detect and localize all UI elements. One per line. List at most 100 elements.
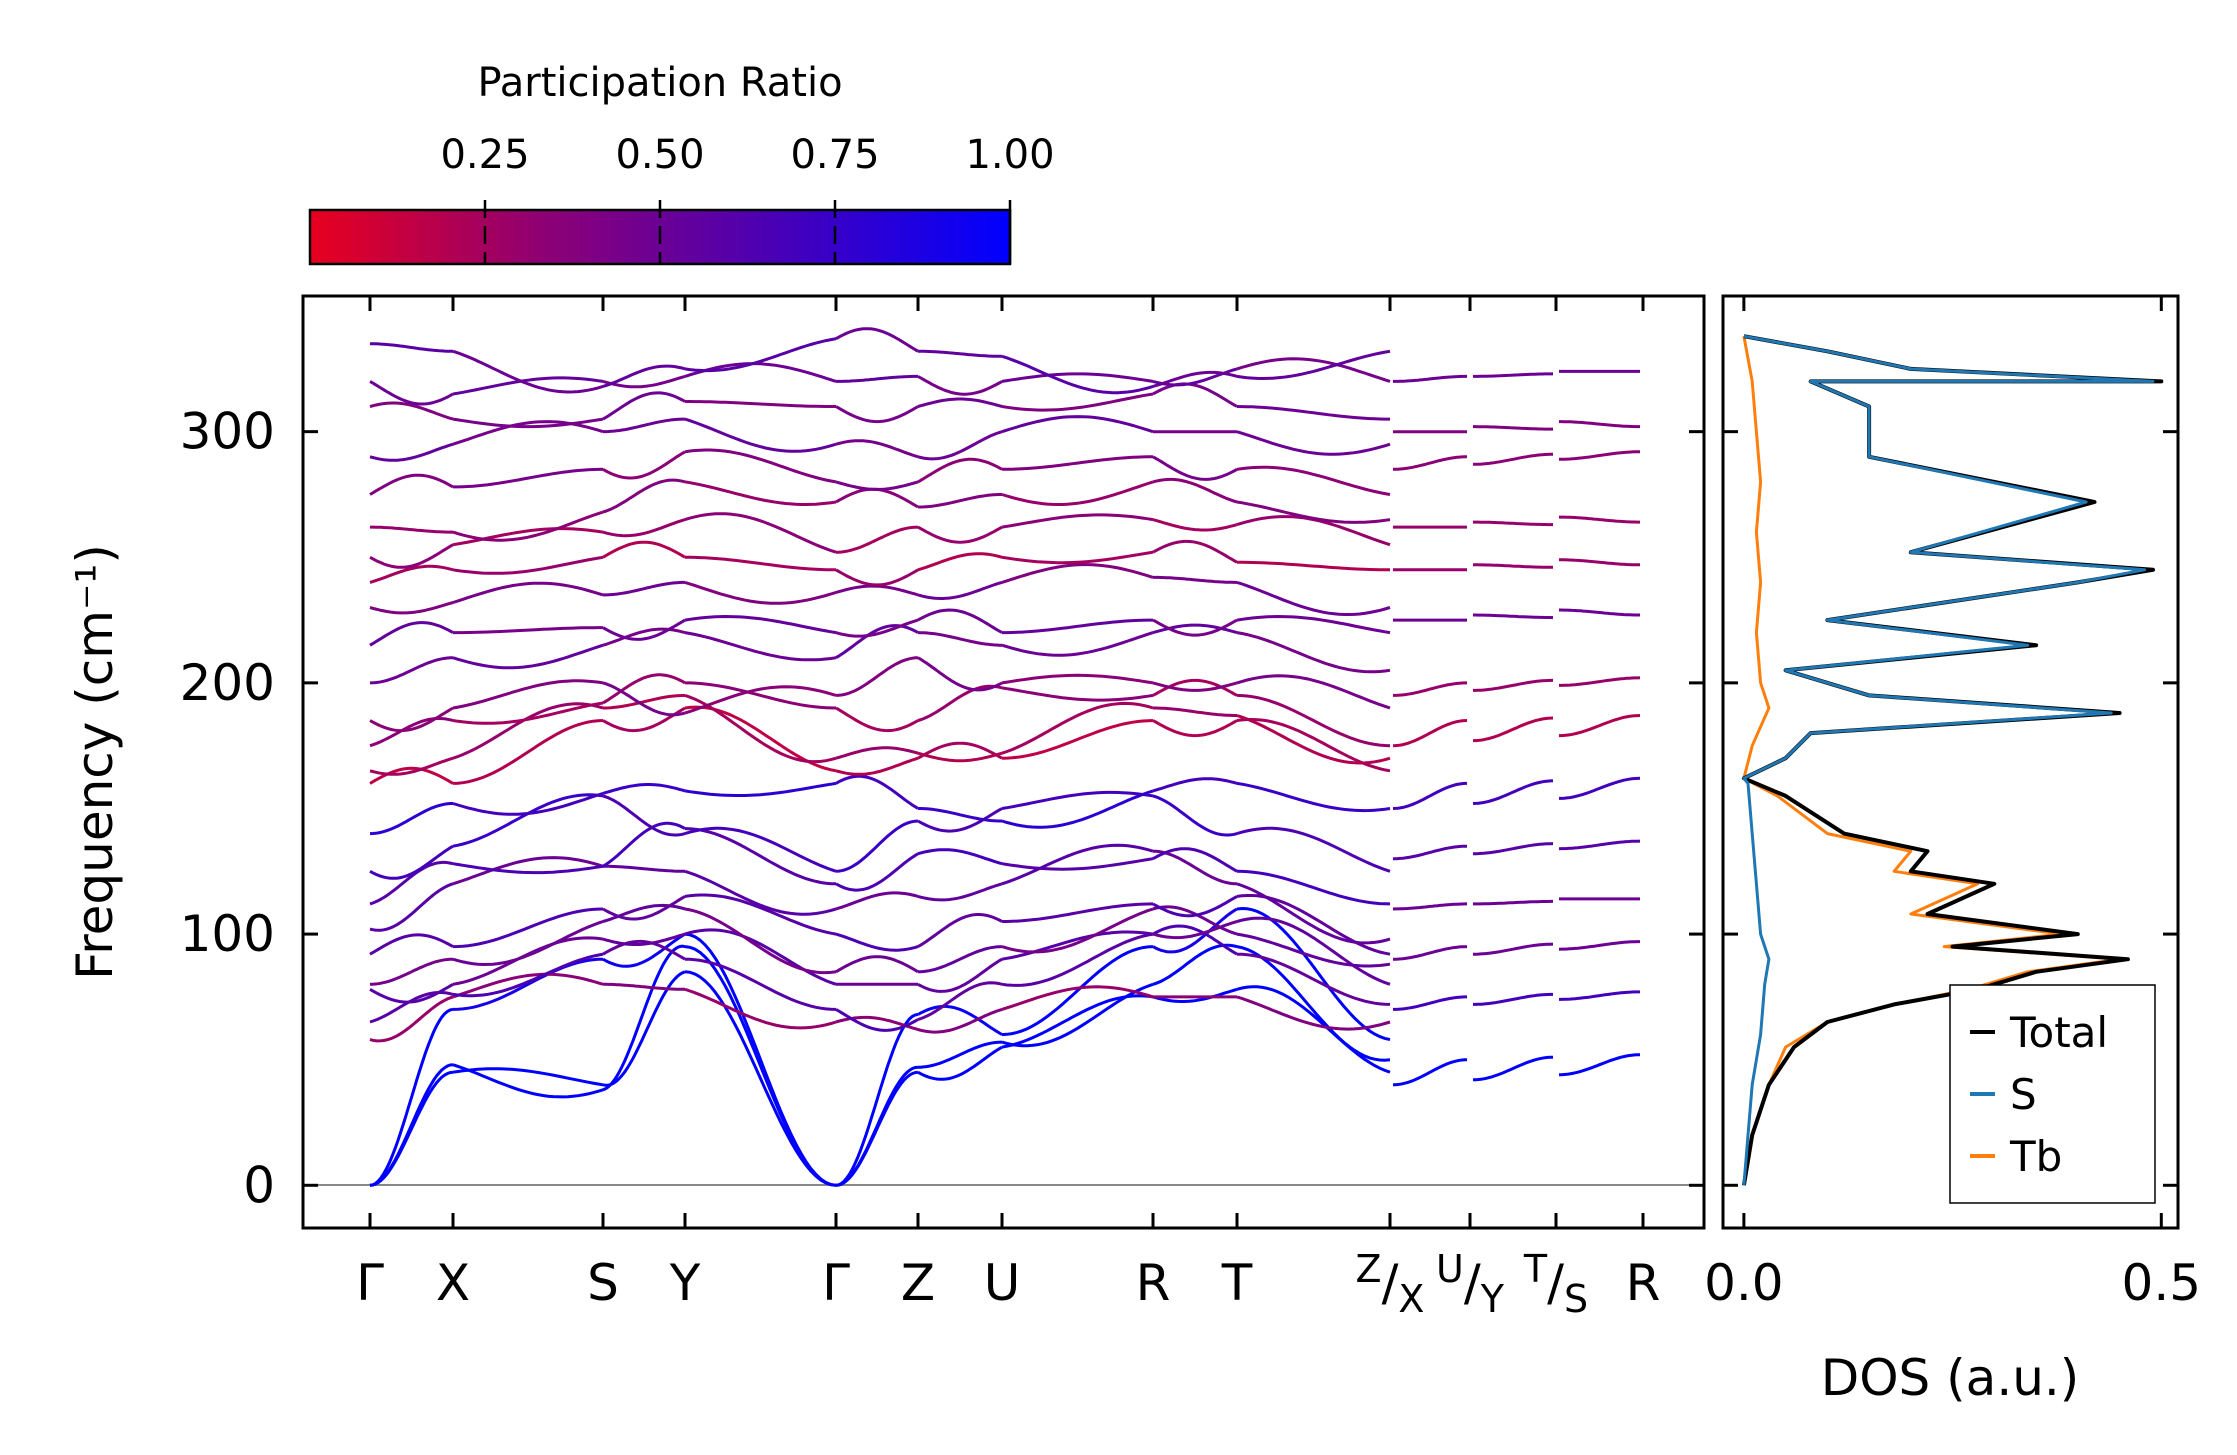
band-segment — [1152, 719, 1238, 738]
band-segment — [602, 450, 686, 480]
band-segment — [369, 882, 454, 932]
branch-band-segment — [1473, 842, 1554, 856]
band-segment — [1002, 455, 1153, 471]
band-segment — [685, 681, 837, 710]
band-segment — [685, 400, 836, 408]
band-segment — [452, 555, 604, 575]
frequency-axis-ticks: 0 100 200 300 — [180, 403, 1704, 1214]
xtick-label: Y — [669, 1254, 701, 1312]
branch-band-segment — [1559, 990, 1640, 1001]
band-segment — [918, 493, 1002, 509]
band-segment — [684, 928, 837, 986]
band-segment — [684, 693, 837, 764]
band-segment — [369, 543, 454, 569]
xtick-label: S — [587, 1254, 619, 1312]
band-segment — [1001, 701, 1154, 755]
branch-band-segment — [1559, 776, 1641, 800]
band-segment — [684, 417, 837, 453]
band-segment — [684, 631, 837, 662]
band-segment — [1236, 465, 1391, 496]
dos-xtick-label: 0.5 — [2122, 1254, 2202, 1312]
branch-band-segment — [1559, 558, 1640, 567]
band-segment — [603, 580, 685, 597]
band-segment — [602, 970, 686, 1087]
band-segment — [602, 895, 686, 921]
band-segment — [917, 1007, 1003, 1034]
band-segment — [835, 1008, 919, 1032]
branch-band-segment — [1559, 420, 1640, 429]
band-segment — [1236, 674, 1391, 710]
xtick-label: Γ — [356, 1254, 384, 1312]
xtick-label-z-x: Z/X — [1356, 1247, 1425, 1321]
colorbar-tick-label: 0.25 — [440, 132, 529, 178]
colorbar: Participation Ratio 0.25 0.50 0.75 1.00 — [308, 60, 1055, 266]
band-segment — [1236, 985, 1391, 1074]
band-segment — [835, 439, 919, 459]
band-segment — [684, 580, 837, 605]
band-segment — [602, 821, 686, 868]
band-segment — [684, 970, 837, 1187]
band-segment — [917, 656, 1003, 692]
legend-label-tb: Tb — [2009, 1132, 2062, 1181]
band-segment — [1001, 719, 1154, 760]
band-segment — [452, 349, 604, 394]
band-segment — [1152, 370, 1238, 388]
band-segment — [452, 719, 604, 785]
band-segment — [1152, 895, 1238, 918]
band-segment — [452, 701, 604, 725]
band-segment — [1236, 693, 1391, 748]
phonon-bands — [369, 327, 1641, 1187]
band-segment — [917, 397, 1003, 408]
band-segment — [684, 448, 837, 484]
band-segment — [1152, 382, 1238, 408]
band-segment — [917, 457, 1003, 484]
branch-band-segment — [1393, 995, 1467, 1011]
band-segment — [684, 480, 837, 506]
band-segment — [684, 685, 837, 715]
band-segment — [684, 337, 837, 373]
dos-xtick-label: 0.0 — [1704, 1254, 1784, 1312]
band-segment — [1001, 843, 1154, 886]
band-segment — [369, 442, 454, 462]
branch-band-segment — [1559, 608, 1640, 617]
band-segment — [602, 478, 686, 514]
band-segment — [452, 376, 604, 396]
band-segment — [917, 848, 1003, 866]
band-segment — [1153, 706, 1237, 717]
band-segment — [369, 401, 454, 421]
band-segment — [1152, 849, 1238, 886]
colorbar-tick-label: 1.00 — [965, 132, 1054, 178]
band-segment — [452, 581, 604, 604]
band-segment — [835, 568, 919, 587]
band-segment — [918, 1040, 1003, 1069]
band-segment — [1152, 920, 1238, 940]
band-segment — [1001, 563, 1154, 584]
band-segment — [369, 717, 454, 748]
legend-label-total: Total — [2009, 1008, 2108, 1057]
band-segment — [602, 374, 686, 389]
band-segment — [452, 920, 604, 967]
band-segment — [452, 856, 604, 886]
colorbar-tick-label: 0.75 — [790, 132, 879, 178]
branch-band-segment — [1392, 781, 1467, 810]
band-segment — [602, 794, 686, 837]
band-segment — [1152, 455, 1238, 481]
branch-band-segment — [1558, 1053, 1640, 1077]
band-segment — [1001, 686, 1154, 702]
band-segment — [684, 512, 837, 554]
band-segment — [835, 891, 919, 911]
xtick-label: R — [1136, 1254, 1171, 1312]
band-segment — [1152, 907, 1238, 954]
branch-band-segment — [1558, 940, 1640, 951]
band-segment — [836, 374, 918, 383]
band-segment — [1152, 777, 1238, 793]
band-segment — [1001, 907, 1154, 954]
band-segment — [1236, 882, 1391, 945]
band-segment — [835, 584, 919, 597]
band-segment — [1152, 987, 1238, 1003]
band-segment — [917, 552, 1003, 572]
band-segment — [917, 580, 1003, 600]
band-segment — [603, 864, 685, 873]
band-segment — [917, 807, 1003, 833]
